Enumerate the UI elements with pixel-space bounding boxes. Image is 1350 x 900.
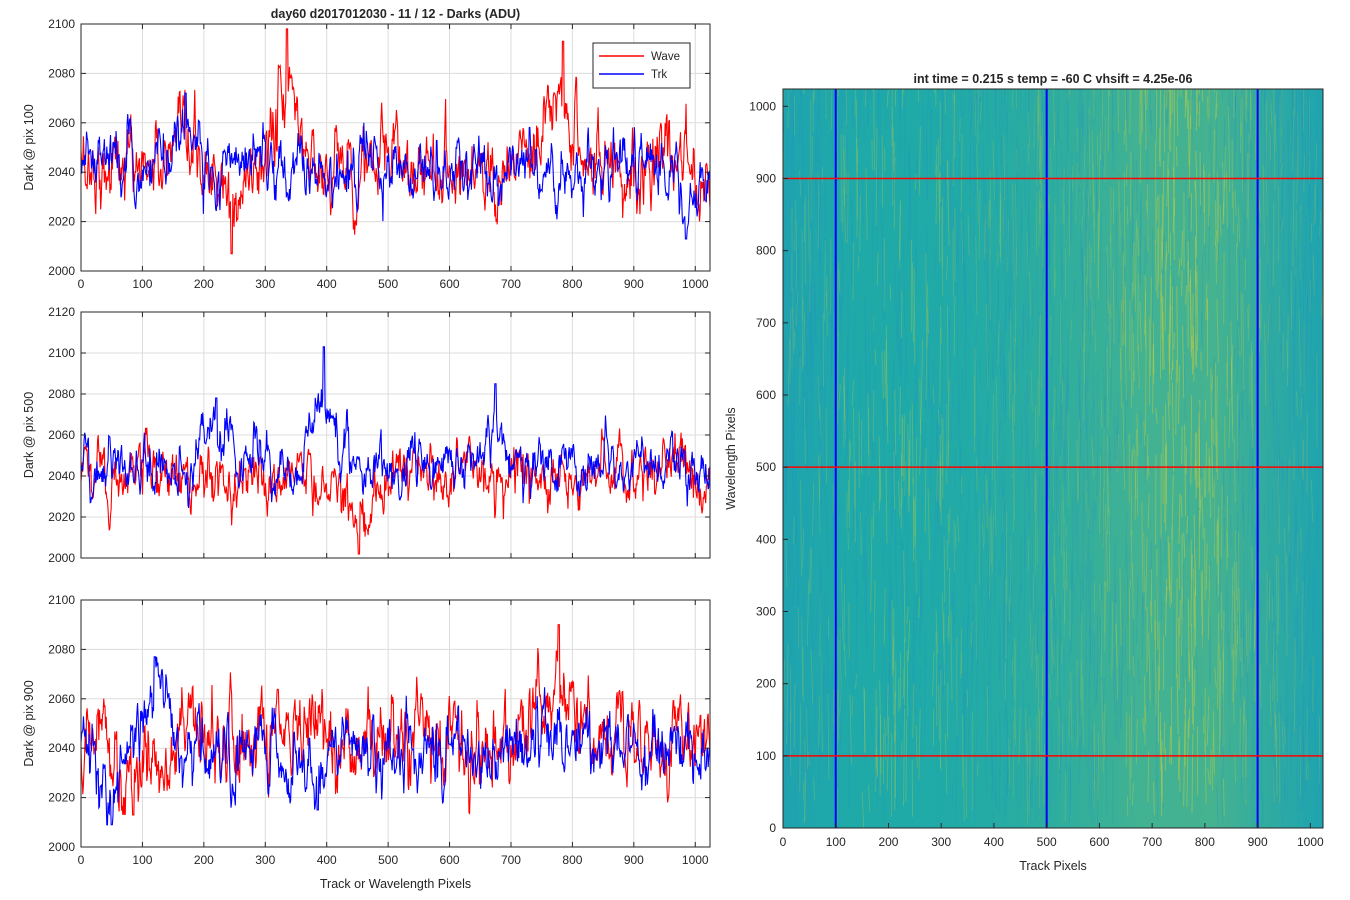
chart-title: int time = 0.215 s temp = -60 C vhsift =… (914, 72, 1193, 86)
y-tick-label: 2000 (48, 840, 75, 854)
x-tick-label: 200 (194, 277, 214, 291)
x-tick-label: 0 (78, 277, 85, 291)
series-line-trk (81, 346, 710, 508)
x-tick-label: 700 (501, 277, 521, 291)
y-tick-label: 2080 (48, 642, 75, 656)
x-tick-label: 1000 (682, 853, 709, 867)
series-line-trk (81, 92, 710, 240)
y-tick-label: 800 (756, 244, 776, 258)
x-tick-label: 1000 (1297, 835, 1324, 849)
series-line-wave (81, 427, 710, 555)
y-tick-label: 2020 (48, 215, 75, 229)
y-tick-label: 700 (756, 316, 776, 330)
legend-label-trk: Trk (651, 69, 667, 81)
y-tick-label: 0 (769, 821, 776, 835)
legend: Wave Trk (592, 42, 691, 89)
y-tick-label: 2060 (48, 428, 75, 442)
y-axis-label: Wavelength Pixels (724, 407, 738, 509)
y-tick-label: 1000 (749, 99, 776, 113)
y-tick-label: 400 (756, 532, 776, 546)
x-tick-label: 700 (1142, 835, 1162, 849)
x-tick-label: 500 (1037, 835, 1057, 849)
axes-box (80, 23, 711, 272)
y-tick-label: 2040 (48, 165, 75, 179)
x-tick-label: 700 (501, 853, 521, 867)
chart-dark-pix-500: 2000 2020 2040 2060 2080 2100 2120 Dark @ pix 5… (22, 305, 711, 565)
x-axis-label: Track Pixels (1019, 859, 1087, 873)
y-tick-label: 2120 (48, 305, 75, 319)
x-tick-label: 0 (780, 835, 787, 849)
y-tick-label: 100 (756, 749, 776, 763)
x-tick-label: 900 (624, 853, 644, 867)
x-tick-label: 600 (440, 277, 460, 291)
x-axis-label: Track or Wavelength Pixels (320, 877, 471, 891)
x-tick-label: 900 (624, 277, 644, 291)
y-axis-label: Dark @ pix 100 (22, 104, 36, 190)
heatmap-image (783, 89, 1323, 828)
y-tick-label: 2040 (48, 741, 75, 755)
y-tick-label: 2020 (48, 510, 75, 524)
plot-area (81, 600, 710, 847)
legend-box (592, 42, 691, 89)
axes-box (782, 88, 1324, 829)
y-tick-label: 2040 (48, 469, 75, 483)
series-line-wave (81, 624, 710, 816)
x-tick-label: 900 (1248, 835, 1268, 849)
y-tick-label: 200 (756, 677, 776, 691)
chart-dark-frame-image: 0 100 200 300 400 500 600 700 800 900 1000 0 100 200 3… (724, 72, 1324, 873)
x-tick-label: 600 (440, 853, 460, 867)
y-tick-label: 2100 (48, 593, 75, 607)
series-line-trk (81, 656, 710, 826)
y-tick-label: 2100 (48, 346, 75, 360)
y-tick-label: 600 (756, 388, 776, 402)
x-tick-label: 300 (255, 853, 275, 867)
y-tick-label: 2000 (48, 551, 75, 565)
y-tick-label: 2060 (48, 692, 75, 706)
axes-box (80, 599, 711, 848)
x-tick-label: 300 (931, 835, 951, 849)
x-tick-label: 100 (132, 853, 152, 867)
x-tick-label: 500 (378, 277, 398, 291)
y-tick-label: 2000 (48, 264, 75, 278)
chart-dark-pix-100: 2000 2020 2040 2060 2080 2100 0 100 200 300 400 500… (22, 7, 711, 291)
x-tick-label: 400 (984, 835, 1004, 849)
chart-title: day60 d2017012030 - 11 / 12 - Darks (ADU… (271, 7, 520, 21)
x-tick-label: 100 (826, 835, 846, 849)
x-tick-label: 500 (378, 853, 398, 867)
x-tick-label: 200 (878, 835, 898, 849)
chart-dark-pix-900: 2000 2020 2040 2060 2080 2100 0 100 200 300 400 500… (22, 593, 711, 891)
y-axis-label: Dark @ pix 500 (22, 392, 36, 478)
y-tick-label: 2020 (48, 791, 75, 805)
y-tick-label: 300 (756, 604, 776, 618)
x-tick-label: 400 (317, 277, 337, 291)
x-tick-label: 300 (255, 277, 275, 291)
x-tick-label: 200 (194, 853, 214, 867)
y-tick-label: 2080 (48, 387, 75, 401)
x-tick-label: 1000 (682, 277, 709, 291)
y-tick-label: 500 (756, 460, 776, 474)
y-tick-label: 2080 (48, 66, 75, 80)
y-tick-label: 2100 (48, 17, 75, 31)
x-tick-label: 400 (317, 853, 337, 867)
x-tick-label: 100 (132, 277, 152, 291)
y-tick-label: 2060 (48, 116, 75, 130)
x-tick-label: 800 (562, 853, 582, 867)
y-tick-label: 900 (756, 171, 776, 185)
x-tick-label: 0 (78, 853, 85, 867)
y-axis-label: Dark @ pix 900 (22, 680, 36, 766)
x-tick-label: 600 (1089, 835, 1109, 849)
legend-label-wave: Wave (651, 51, 680, 63)
x-tick-label: 800 (1195, 835, 1215, 849)
x-tick-label: 800 (562, 277, 582, 291)
